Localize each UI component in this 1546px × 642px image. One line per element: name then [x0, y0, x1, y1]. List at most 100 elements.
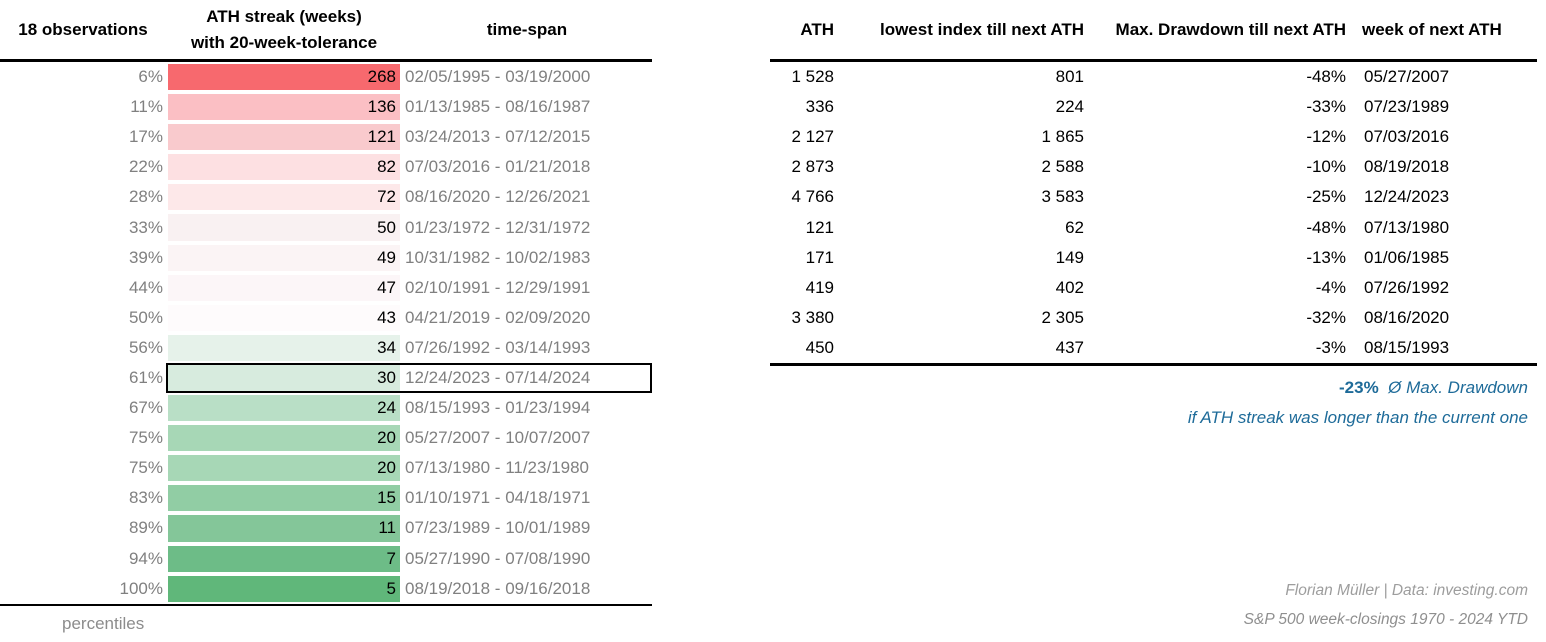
streak-heatmap-cell: 82: [168, 154, 400, 181]
column-header-streak-line1: ATH streak (weeks): [206, 6, 362, 26]
row-highlight-frame: 20 07/13/1980 - 11/23/1980: [166, 453, 652, 483]
timespan-cell: 08/19/2018 - 09/16/2018: [405, 578, 591, 598]
timespan-cell: 02/10/1991 - 12/29/1991: [405, 277, 591, 297]
lowest-index-cell: 2 588: [1041, 157, 1084, 177]
lowest-index-cell: 149: [1055, 247, 1084, 267]
table-row: 56% 34 07/26/1992 - 03/14/1993: [0, 333, 652, 363]
table-row: 75% 20 05/27/2007 - 10/07/2007: [0, 423, 652, 453]
streak-heatmap-cell: 43: [168, 304, 400, 331]
percentile-cell: 94%: [128, 548, 163, 568]
ath-cell: 2 873: [791, 157, 834, 177]
table-row: 4 766 3 583 -25% 12/24/2023: [770, 182, 1537, 212]
drawdown-table-header: ATH lowest index till next ATH Max. Draw…: [770, 0, 1537, 62]
row-highlight-frame: 268 02/05/1995 - 03/19/2000: [166, 62, 652, 92]
timespan-cell: 01/23/1972 - 12/31/1972: [405, 217, 591, 237]
table-row: 75% 20 07/13/1980 - 11/23/1980: [0, 453, 652, 483]
table-row: 2 873 2 588 -10% 08/19/2018: [770, 152, 1537, 182]
week-of-next-ath-cell: 08/15/1993: [1364, 337, 1450, 357]
max-drawdown-cell: -25%: [1306, 187, 1346, 207]
table-row: 336 224 -33% 07/23/1989: [770, 92, 1537, 122]
max-drawdown-cell: -4%: [1315, 277, 1346, 297]
percentile-cell: 83%: [128, 488, 163, 508]
percentile-cell: 100%: [119, 578, 163, 598]
week-of-next-ath-cell: 05/27/2007: [1364, 67, 1450, 87]
timespan-cell: 08/16/2020 - 12/26/2021: [405, 187, 591, 207]
percentile-cell: 6%: [138, 67, 163, 87]
average-drawdown-label-text: Ø Max. Drawdown: [1388, 377, 1528, 397]
percentile-cell: 75%: [128, 458, 163, 478]
ath-cell: 450: [805, 337, 834, 357]
percentile-cell: 61%: [128, 367, 163, 387]
ath-cell: 4 766: [791, 187, 834, 207]
streak-heatmap-cell: 15: [168, 485, 400, 512]
timespan-cell: 12/24/2023 - 07/14/2024: [405, 367, 591, 387]
table-row: 83% 15 01/10/1971 - 04/18/1971: [0, 483, 652, 513]
column-header-lowest-index: lowest index till next ATH: [879, 19, 1084, 39]
table-row: 1 528 801 -48% 05/27/2007: [770, 62, 1537, 92]
streak-heatmap-cell: 50: [168, 214, 400, 241]
streak-heatmap-cell: 72: [168, 184, 400, 211]
percentile-cell: 89%: [128, 518, 163, 538]
timespan-cell: 01/13/1985 - 08/16/1987: [405, 97, 591, 117]
timespan-cell: 07/13/1980 - 11/23/1980: [405, 458, 590, 478]
percentile-cell: 56%: [128, 337, 163, 357]
ath-cell: 2 127: [791, 127, 834, 147]
column-header-timespan: time-span: [486, 19, 568, 39]
lowest-index-cell: 2 305: [1041, 307, 1084, 327]
row-highlight-frame: 24 08/15/1993 - 01/23/1994: [166, 393, 652, 423]
table-row: 50% 43 04/21/2019 - 02/09/2020: [0, 303, 652, 333]
table-row: 419 402 -4% 07/26/1992: [770, 273, 1537, 303]
table-row: 94% 7 05/27/1990 - 07/08/1990: [0, 544, 652, 574]
timespan-cell: 01/10/1971 - 04/18/1971: [405, 488, 591, 508]
ath-cell: 171: [805, 247, 834, 267]
row-highlight-frame: 136 01/13/1985 - 08/16/1987: [166, 92, 652, 122]
table-row: 100% 5 08/19/2018 - 09/16/2018: [0, 574, 652, 604]
streak-heatmap-cell: 30: [168, 364, 400, 392]
author-credit: Florian Müller | Data: investing.com: [1285, 582, 1528, 599]
streak-heatmap-cell: 5: [168, 575, 400, 602]
data-source-note: S&P 500 week-closings 1970 - 2024 YTD: [1243, 611, 1528, 628]
streak-heatmap-cell: 47: [168, 274, 400, 301]
percentile-cell: 28%: [128, 187, 163, 207]
max-drawdown-cell: -3%: [1315, 337, 1346, 357]
column-header-week-of-next-ath: week of next ATH: [1362, 19, 1502, 39]
lowest-index-cell: 224: [1055, 97, 1084, 117]
credits: Florian Müller | Data: investing.com S&P…: [1244, 576, 1528, 634]
lowest-index-cell: 3 583: [1041, 187, 1084, 207]
percentile-cell: 75%: [128, 428, 163, 448]
column-header-ath: ATH: [800, 19, 834, 39]
percentiles-label: percentiles: [62, 613, 145, 633]
percentile-cell: 11%: [130, 97, 163, 117]
lowest-index-cell: 62: [1065, 217, 1084, 237]
streak-heatmap-cell: 121: [168, 124, 400, 151]
ath-streak-table-header: 18 observations ATH streak (weeks) with …: [0, 0, 652, 62]
table-row: 11% 136 01/13/1985 - 08/16/1987: [0, 92, 652, 122]
row-highlight-frame: 11 07/23/1989 - 10/01/1989: [166, 513, 652, 543]
row-highlight-frame: 7 05/27/1990 - 07/08/1990: [166, 544, 652, 574]
table-row: 67% 24 08/15/1993 - 01/23/1994: [0, 393, 652, 423]
ath-cell: 1 528: [791, 67, 834, 87]
table-row: 3 380 2 305 -32% 08/16/2020: [770, 303, 1537, 333]
percentile-cell: 33%: [128, 217, 163, 237]
row-highlight-frame: 20 05/27/2007 - 10/07/2007: [166, 423, 652, 453]
max-drawdown-cell: -13%: [1306, 247, 1346, 267]
drawdown-table-body: 1 528 801 -48% 05/27/2007 336 224 -33% 0…: [770, 62, 1537, 366]
table-row: 22% 82 07/03/2016 - 01/21/2018: [0, 152, 652, 182]
timespan-cell: 04/21/2019 - 02/09/2020: [405, 307, 591, 327]
lowest-index-cell: 1 865: [1041, 127, 1084, 147]
table-row: 39% 49 10/31/1982 - 10/02/1983: [0, 243, 652, 273]
table-row: 89% 11 07/23/1989 - 10/01/1989: [0, 513, 652, 543]
column-header-max-drawdown: Max. Drawdown till next ATH: [1115, 19, 1346, 39]
table-row: 17% 121 03/24/2013 - 07/12/2015: [0, 122, 652, 152]
table-row: 33% 50 01/23/1972 - 12/31/1972: [0, 212, 652, 242]
row-highlight-frame: 49 10/31/1982 - 10/02/1983: [166, 243, 652, 273]
week-of-next-ath-cell: 08/19/2018: [1364, 157, 1450, 177]
average-drawdown-summary: -23% Ø Max. Drawdown: [770, 373, 1537, 403]
streak-heatmap-cell: 49: [168, 244, 400, 271]
percentile-cell: 17%: [128, 127, 163, 147]
week-of-next-ath-cell: 12/24/2023: [1364, 187, 1450, 207]
row-highlight-frame: 43 04/21/2019 - 02/09/2020: [166, 303, 652, 333]
timespan-cell: 02/05/1995 - 03/19/2000: [405, 67, 591, 87]
row-highlight-frame: 121 03/24/2013 - 07/12/2015: [166, 122, 652, 152]
